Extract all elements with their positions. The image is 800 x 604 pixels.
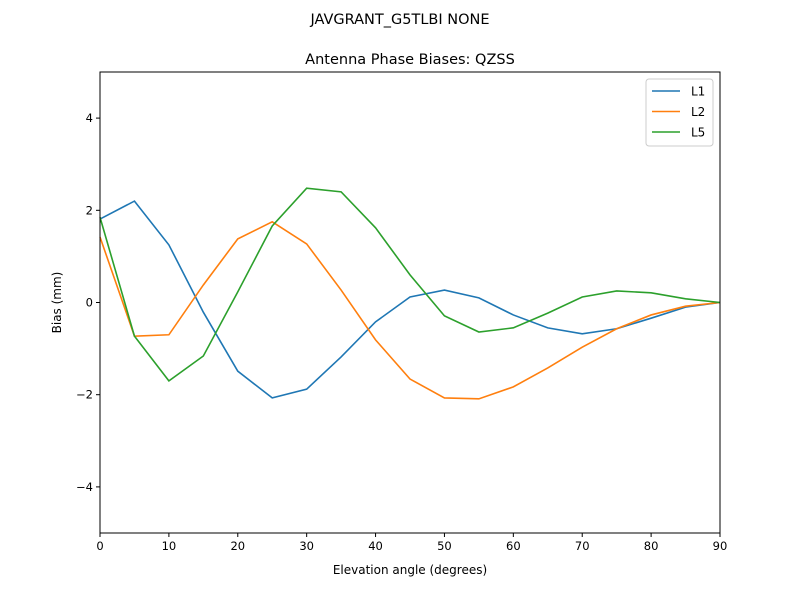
y-axis-label: Bias (mm)	[50, 272, 64, 334]
y-tick-label: −4	[76, 480, 93, 494]
legend-label: L1	[691, 85, 705, 99]
legend-label: L2	[691, 105, 705, 119]
x-tick-label: 40	[368, 539, 383, 553]
x-tick-label: 20	[230, 539, 245, 553]
y-tick-label: 2	[86, 203, 93, 217]
x-tick-label: 80	[644, 539, 659, 553]
x-tick-label: 10	[162, 539, 177, 553]
axes-frame	[99, 71, 721, 534]
legend: L1 L2 L5	[645, 78, 714, 147]
x-tick-label: 90	[713, 539, 728, 553]
plot-area	[99, 187, 721, 400]
y-tick-label: 0	[86, 296, 93, 310]
x-axis-label: Elevation angle (degrees)	[333, 563, 487, 577]
legend-label: L5	[691, 126, 705, 140]
x-tick-label: 0	[96, 539, 103, 553]
x-tick-label: 30	[299, 539, 314, 553]
figure-suptitle: JAVGRANT_G5TLBI NONE	[309, 12, 489, 28]
x-tick-label: 60	[506, 539, 521, 553]
series-line-l2	[99, 220, 721, 400]
x-tick-label: 50	[437, 539, 452, 553]
series-line-l5	[99, 187, 721, 382]
legend-box	[645, 78, 714, 147]
y-tick-label: 4	[86, 111, 93, 125]
y-tick-label: −2	[76, 388, 93, 402]
x-tick-label: 70	[575, 539, 590, 553]
chart-title: Antenna Phase Biases: QZSS	[305, 52, 515, 68]
